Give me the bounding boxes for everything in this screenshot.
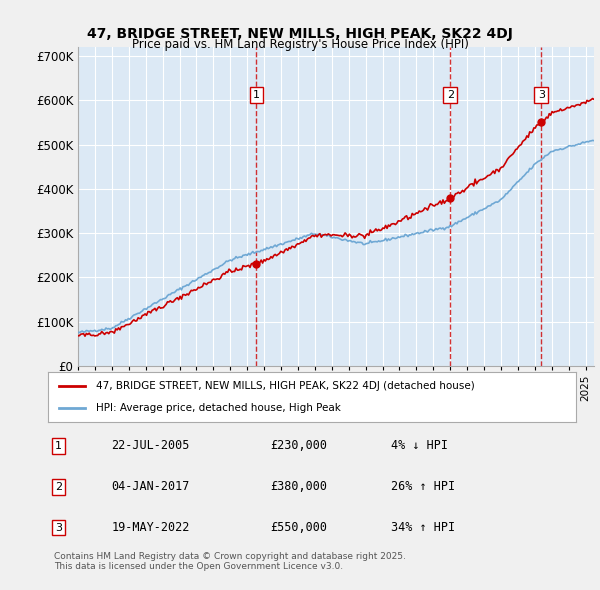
Text: 22-JUL-2005: 22-JUL-2005 bbox=[112, 440, 190, 453]
Text: Contains HM Land Registry data © Crown copyright and database right 2025.
This d: Contains HM Land Registry data © Crown c… bbox=[54, 552, 406, 571]
Text: 3: 3 bbox=[538, 90, 545, 100]
Text: 04-JAN-2017: 04-JAN-2017 bbox=[112, 480, 190, 493]
Text: £230,000: £230,000 bbox=[270, 440, 327, 453]
Text: 4% ↓ HPI: 4% ↓ HPI bbox=[391, 440, 448, 453]
Text: Price paid vs. HM Land Registry's House Price Index (HPI): Price paid vs. HM Land Registry's House … bbox=[131, 38, 469, 51]
Text: HPI: Average price, detached house, High Peak: HPI: Average price, detached house, High… bbox=[95, 403, 340, 413]
Text: 1: 1 bbox=[253, 90, 260, 100]
Text: 19-MAY-2022: 19-MAY-2022 bbox=[112, 521, 190, 534]
Text: 3: 3 bbox=[55, 523, 62, 533]
Text: £380,000: £380,000 bbox=[270, 480, 327, 493]
Text: 34% ↑ HPI: 34% ↑ HPI bbox=[391, 521, 455, 534]
Text: 2: 2 bbox=[447, 90, 454, 100]
Text: 1: 1 bbox=[55, 441, 62, 451]
Text: 47, BRIDGE STREET, NEW MILLS, HIGH PEAK, SK22 4DJ (detached house): 47, BRIDGE STREET, NEW MILLS, HIGH PEAK,… bbox=[95, 381, 474, 391]
Text: 26% ↑ HPI: 26% ↑ HPI bbox=[391, 480, 455, 493]
Text: 47, BRIDGE STREET, NEW MILLS, HIGH PEAK, SK22 4DJ: 47, BRIDGE STREET, NEW MILLS, HIGH PEAK,… bbox=[87, 27, 513, 41]
Text: 2: 2 bbox=[55, 482, 62, 491]
Text: £550,000: £550,000 bbox=[270, 521, 327, 534]
